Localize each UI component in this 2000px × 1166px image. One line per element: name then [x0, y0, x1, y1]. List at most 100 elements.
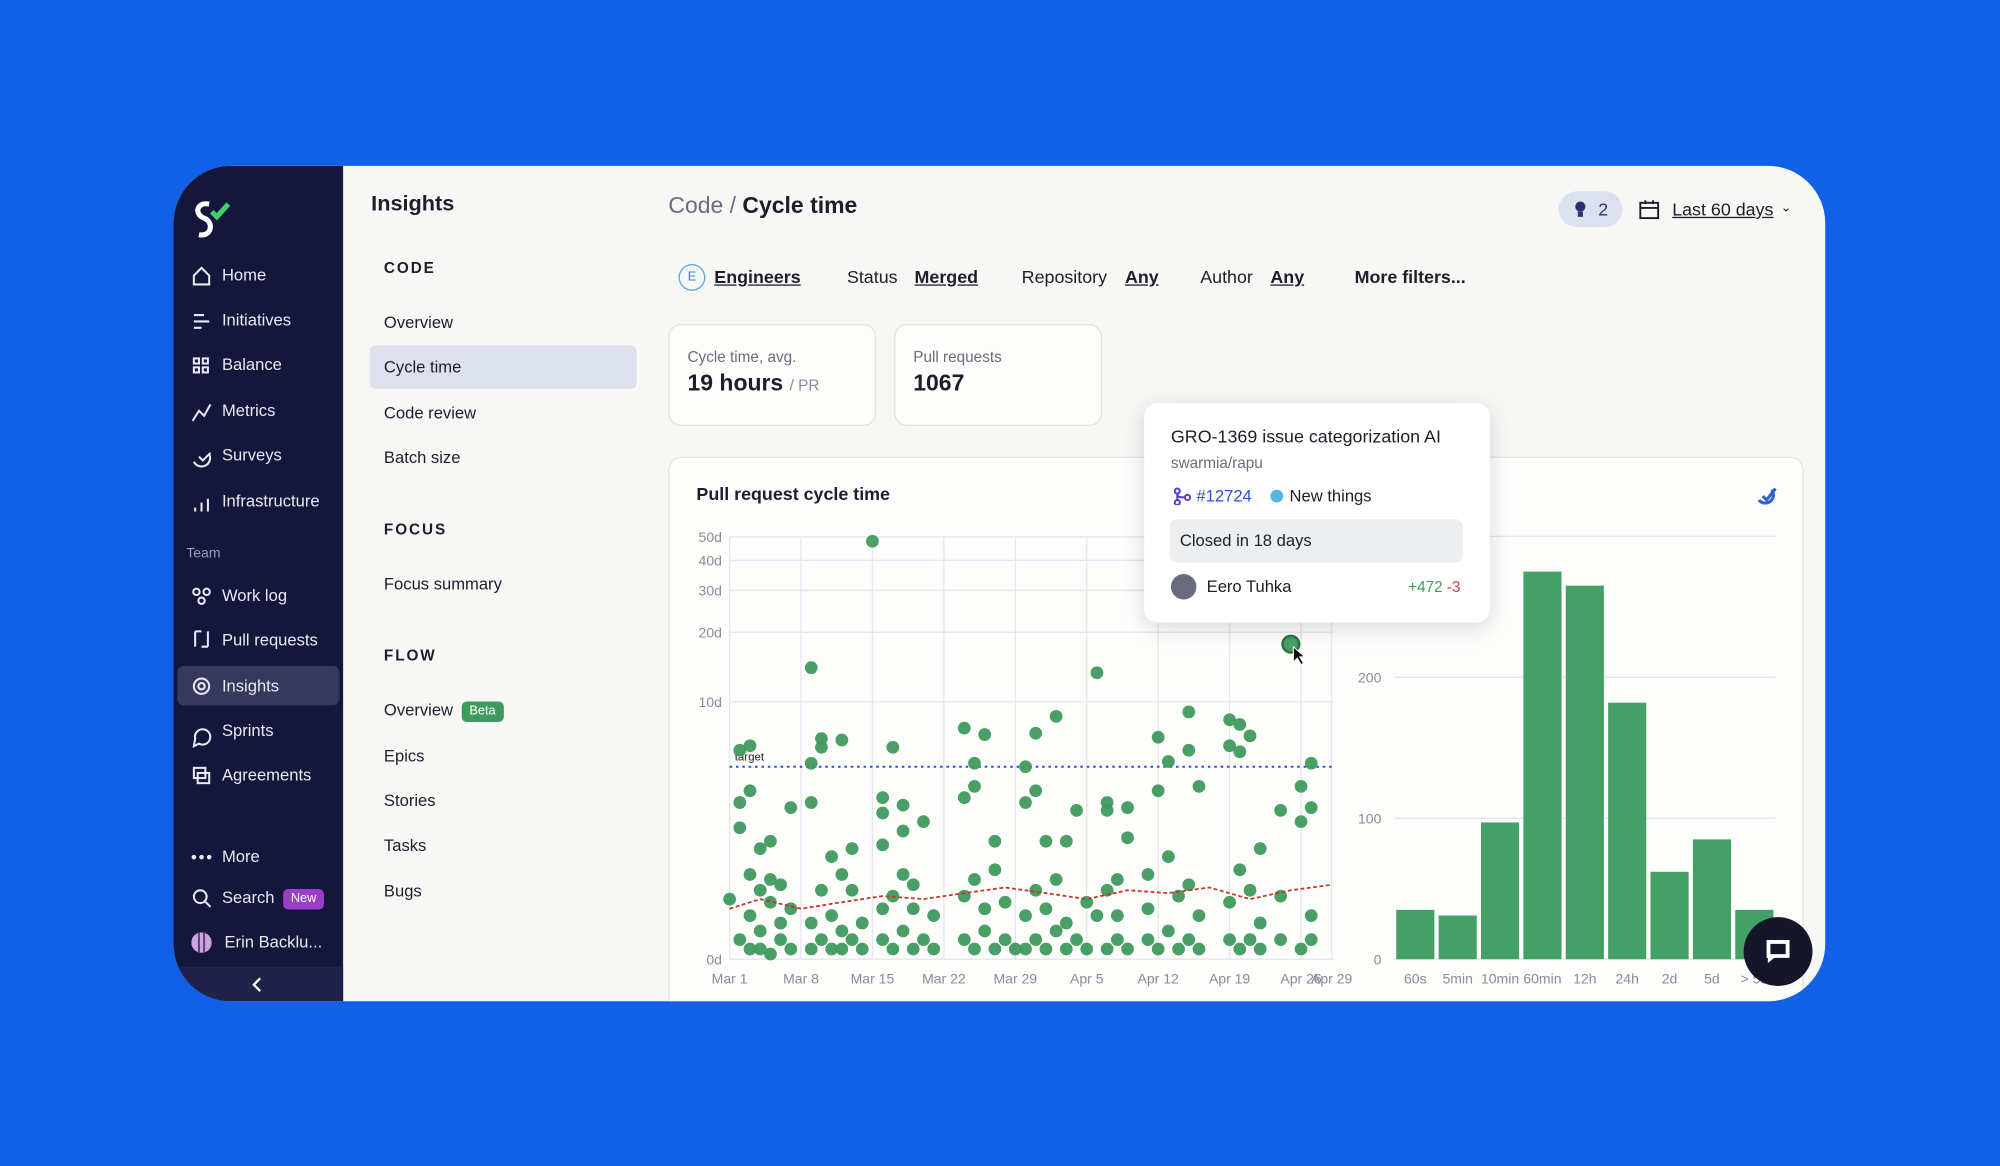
subnav-item[interactable]: Code review — [383, 403, 477, 423]
notification-pill[interactable] — [1558, 191, 1623, 228]
point — [1008, 942, 1022, 956]
bar — [1565, 585, 1604, 960]
more-filters[interactable]: More filters... — [1354, 266, 1466, 287]
x-tick-label: Mar 29 — [993, 970, 1037, 986]
point — [804, 942, 818, 956]
subnav-item[interactable]: Stories — [383, 790, 436, 810]
point — [1029, 933, 1043, 946]
point — [1243, 883, 1257, 897]
point — [1182, 878, 1196, 892]
point — [1243, 933, 1257, 946]
chart-title: Pull request cycle time — [696, 483, 890, 504]
notification-count: 2 — [1598, 198, 1609, 220]
point — [1029, 784, 1043, 798]
point — [1110, 933, 1124, 946]
point — [1223, 895, 1236, 909]
breadcrumb[interactable]: Code / — [668, 192, 737, 219]
filter-value[interactable]: Merged — [914, 266, 979, 287]
point — [1294, 942, 1308, 956]
nav-item[interactable]: Balance — [221, 354, 282, 374]
point — [1080, 942, 1094, 956]
stat-unit: / PR — [789, 376, 820, 395]
point — [733, 821, 747, 835]
nav-item[interactable]: Search — [221, 887, 275, 907]
point — [1141, 902, 1155, 916]
y-tick-label: 10d — [699, 694, 722, 710]
nav-item[interactable]: Work log — [221, 585, 288, 605]
point — [876, 806, 890, 820]
y-tick-label: 20d — [699, 624, 722, 640]
subnav-item[interactable]: Overview — [383, 700, 454, 720]
subnav-item[interactable]: Overview — [383, 312, 454, 332]
nav-item[interactable]: Insights — [221, 676, 280, 696]
x-tick-label: 2d — [1662, 970, 1678, 986]
point — [804, 756, 818, 770]
point — [1090, 666, 1104, 680]
y-tick-label: 40d — [699, 553, 722, 569]
point — [1161, 850, 1175, 863]
calendar-icon — [1639, 200, 1660, 220]
bar — [1608, 702, 1647, 960]
y-tick-label: 0d — [706, 951, 722, 967]
user-name[interactable]: Erin Backlu... — [224, 932, 323, 952]
point — [978, 924, 992, 938]
filter-value[interactable]: Engineers — [714, 266, 801, 287]
x-tick-label: Mar 22 — [922, 970, 966, 986]
point — [1253, 942, 1267, 956]
point — [1304, 909, 1318, 923]
x-tick-label: 10min — [1481, 970, 1519, 986]
sidebar — [173, 165, 344, 1002]
point — [815, 933, 828, 946]
point — [1233, 863, 1247, 877]
nav-item[interactable]: Agreements — [221, 765, 312, 785]
nav-item[interactable]: Pull requests — [221, 630, 318, 650]
subnav-item[interactable]: Epics — [383, 746, 425, 766]
date-range[interactable]: Last 60 days — [1672, 198, 1774, 220]
nav-item[interactable]: Metrics — [221, 400, 276, 420]
tooltip — [1144, 403, 1490, 623]
subnav-item[interactable]: Tasks — [383, 835, 427, 855]
filter-value[interactable]: Any — [1124, 266, 1159, 287]
point — [927, 942, 941, 956]
point — [906, 942, 920, 956]
point — [784, 801, 798, 815]
subnav-item[interactable]: Focus summary — [383, 573, 502, 594]
stat-number: 1067 — [913, 369, 965, 396]
point — [1121, 801, 1134, 815]
point — [1294, 815, 1308, 829]
stat-card — [668, 323, 877, 427]
nav-item[interactable]: Home — [221, 265, 267, 285]
bar — [1438, 915, 1477, 960]
point — [1019, 909, 1032, 923]
collapse-bar[interactable] — [173, 966, 344, 1002]
point — [1141, 933, 1155, 946]
point — [1182, 933, 1196, 946]
subnav-item[interactable]: Batch size — [383, 447, 461, 467]
nav-item[interactable]: Initiatives — [221, 309, 292, 330]
filter-value[interactable]: Any — [1270, 266, 1305, 287]
nav-item[interactable]: More — [221, 846, 260, 867]
point — [896, 798, 910, 812]
x-tick-label: Apr 26 — [1280, 970, 1321, 986]
point — [764, 873, 777, 886]
point — [743, 784, 757, 798]
point — [1049, 924, 1063, 938]
chart-icon[interactable] — [1755, 485, 1777, 507]
subnav-item[interactable]: Bugs — [383, 881, 422, 901]
nav-item[interactable]: Surveys — [221, 445, 282, 465]
nav-item[interactable]: Infrastructure — [221, 491, 320, 511]
point — [1090, 909, 1104, 923]
subnav-item[interactable]: Cycle time — [383, 357, 462, 377]
point — [1100, 803, 1114, 817]
point — [917, 933, 930, 946]
x-tick-label: 5d — [1704, 970, 1720, 986]
point — [855, 916, 869, 930]
point — [1172, 889, 1185, 903]
bulb-icon — [1575, 201, 1586, 217]
nav-item[interactable]: Sprints — [221, 720, 274, 740]
y-tick-label: 200 — [1358, 669, 1382, 685]
pr-link[interactable]: #12724 — [1196, 485, 1252, 506]
point — [743, 739, 757, 753]
point — [1151, 942, 1165, 956]
point — [968, 756, 981, 770]
